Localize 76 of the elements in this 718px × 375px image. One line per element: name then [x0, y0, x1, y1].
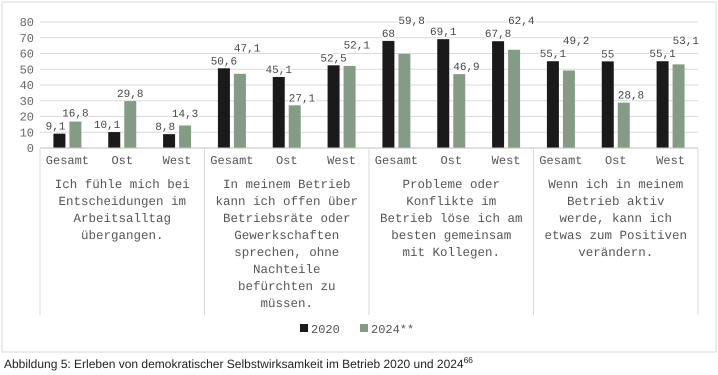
- data-label: 29,8: [117, 89, 144, 102]
- data-label: 8,8: [155, 122, 176, 134]
- x-tick-label: Ost: [111, 154, 134, 168]
- data-label: 10,1: [94, 120, 121, 132]
- data-label: 55,1: [540, 49, 567, 62]
- data-label: 46,9: [453, 62, 480, 74]
- bar: [562, 70, 575, 148]
- x-tick-label: Ost: [276, 154, 298, 168]
- bar: [272, 76, 285, 148]
- bar: [124, 101, 136, 148]
- y-tick-label: 70: [20, 32, 34, 46]
- x-tick-label: West: [492, 154, 520, 168]
- bar: [453, 74, 466, 148]
- data-label: 52,5: [320, 53, 347, 66]
- data-label: 27,1: [288, 93, 316, 106]
- x-tick-label: West: [327, 154, 356, 168]
- x-tick-label: West: [656, 154, 685, 168]
- bar: [163, 134, 176, 148]
- bar: [344, 66, 356, 148]
- data-label: 69,1: [430, 27, 457, 40]
- data-label: 55: [601, 49, 614, 62]
- data-label: 16,8: [62, 108, 89, 121]
- bar: [108, 132, 120, 148]
- y-tick-label: 80: [20, 16, 34, 30]
- bar: [508, 50, 520, 148]
- bar: [53, 134, 66, 148]
- data-label: 53,1: [672, 36, 700, 48]
- bar: [618, 102, 630, 148]
- legend-label: 2020: [311, 323, 340, 337]
- legend-label: 2024**: [371, 323, 414, 337]
- bar: [437, 39, 450, 148]
- text: Ich fühle mich bei Entscheidungen im Arbeitsalltag übergangen.: [54, 178, 190, 243]
- y-tick-label: 60: [20, 48, 34, 62]
- x-tick-label: Gesamt: [374, 154, 418, 168]
- data-label: 14,3: [172, 109, 198, 122]
- data-label: 50,6: [210, 56, 238, 68]
- bar: [328, 65, 340, 148]
- x-tick-label: Gesamt: [210, 154, 254, 168]
- data-label: 49,2: [562, 36, 590, 48]
- data-label: 68: [382, 28, 396, 41]
- text: Probleme oder Konflikte im Betrieb löse ich am besten gemeinsam mit Kollegen.: [380, 178, 523, 260]
- y-tick-label: 40: [20, 79, 34, 93]
- data-label: 28,8: [618, 90, 644, 103]
- x-tick-label: West: [162, 154, 192, 168]
- bar: [398, 54, 410, 148]
- bar: [69, 122, 82, 148]
- data-label: 45,1: [266, 64, 292, 77]
- text: Abbildung 5: Erleben von demokratischer Selbstwirksamkeit im Betrieb 2020 und 2024$^{66}$: [4, 355, 474, 371]
- y-tick-label: 50: [20, 63, 34, 78]
- data-label: 52,1: [344, 40, 370, 52]
- y-tick-label: 20: [20, 110, 34, 124]
- bar: [656, 61, 669, 148]
- x-tick-label: Gesamt: [539, 154, 583, 168]
- bar: [602, 61, 614, 148]
- bar: [546, 61, 559, 148]
- y-tick-label: 0: [26, 142, 34, 156]
- data-label: 55,1: [649, 49, 676, 62]
- x-tick-label: Ost: [440, 154, 462, 168]
- data-label: 9,1: [46, 122, 66, 134]
- bar: [179, 125, 192, 148]
- x-tick-label: Ost: [604, 154, 627, 168]
- bar: [234, 74, 246, 148]
- data-label: 47,1: [234, 43, 261, 56]
- data-label: 67,8: [484, 29, 512, 42]
- bar: [218, 68, 230, 148]
- bar: [382, 40, 394, 148]
- x-tick-label: Gesamt: [46, 154, 90, 168]
- bar: [672, 64, 685, 148]
- bar: [492, 41, 504, 148]
- data-label: 59,8: [398, 16, 425, 28]
- text: Wenn ich in meinem Betrieb aktiv werde, kann ich etwas zum Positiven verändern.: [544, 178, 688, 260]
- text: In meinem Betrieb kann ich offen über Betriebsräte oder Gewerkschaften sprechen, ohne Nachteile befürchten zu müssen.: [215, 178, 358, 311]
- y-tick-label: 30: [20, 94, 34, 109]
- y-tick-label: 10: [20, 126, 34, 140]
- data-label: 62,4: [508, 16, 535, 28]
- bar: [288, 105, 301, 148]
